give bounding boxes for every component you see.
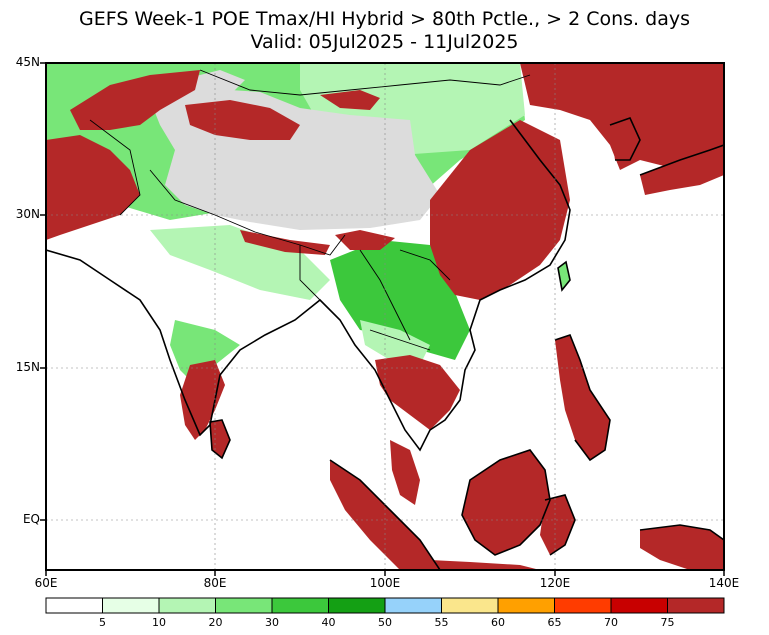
lon-label-100e: 100E (369, 576, 401, 590)
axis-ticks (40, 62, 725, 576)
colorbar-swatch (102, 597, 160, 614)
japan-hot (640, 145, 724, 195)
malay-hot (390, 440, 420, 505)
colorbar-swatch (271, 597, 329, 614)
myanmar-hot (335, 230, 395, 250)
colorbar-swatch (554, 597, 612, 614)
colorbar-swatch (667, 597, 725, 614)
colorbar-tick-label: 65 (547, 616, 562, 629)
borneo-hot (462, 450, 550, 555)
colorbar (45, 597, 725, 614)
colorbar-swatch (328, 597, 386, 614)
south-india-hot (180, 360, 225, 440)
colorbar-tick-label: 5 (99, 616, 106, 629)
philippines-hot (555, 335, 610, 460)
nepal-hot-strip (240, 230, 330, 255)
indochina-lightgreen (360, 320, 430, 365)
colorbar-swatch (45, 597, 103, 614)
colorbar-tick-label: 60 (491, 616, 505, 629)
java-hot (430, 560, 540, 570)
iran-hot (46, 135, 140, 240)
colorbar-swatch (441, 597, 499, 614)
colorbar-swatch (384, 597, 442, 614)
colorbar-tick-label: 70 (604, 616, 618, 629)
caspian-hot (70, 70, 200, 130)
valid-date: Valid: 05Jul2025 - 11Jul2025 (250, 31, 519, 53)
lat-label-30n: 30N (15, 207, 40, 221)
country-borders (89, 69, 531, 351)
colorbar-tick-label: 50 (378, 616, 392, 629)
india-green-east (170, 320, 240, 385)
new-guinea-hot (640, 525, 724, 570)
lon-label-80e: 80E (203, 576, 227, 590)
colorbar-tick-label: 55 (434, 616, 449, 629)
graticule (46, 63, 724, 570)
china-hot (430, 120, 570, 300)
map-title: GEFS Week-1 POE Tmax/HI Hybrid > 80th Pc… (79, 8, 690, 30)
lon-label-140e: 140E (708, 576, 740, 590)
colorbar-swatch (158, 597, 216, 614)
lat-label-eq: EQ (22, 512, 40, 526)
lat-label-45n: 45N (15, 55, 40, 69)
colorbar-tick-label: 75 (660, 616, 675, 629)
colorbar-swatch (497, 597, 555, 614)
korea-hot (610, 118, 640, 160)
india-green-north (150, 225, 330, 300)
colorbar-tick-label: 10 (152, 616, 166, 629)
colorbar-tick-label: 20 (208, 616, 223, 629)
ne-asia-hot (520, 63, 724, 170)
lon-label-60e: 60E (34, 576, 58, 590)
colorbar-swatch (215, 597, 273, 614)
colorbar-swatch (610, 597, 668, 614)
lat-label-15n: 15N (15, 360, 40, 374)
nw-china-hot (320, 90, 380, 110)
colorbar-tick-label: 40 (321, 616, 336, 629)
xinjiang-hot (185, 100, 300, 140)
coastlines (46, 117, 724, 570)
lon-label-120e: 120E (539, 576, 571, 590)
colorbar-tick-label: 30 (265, 616, 279, 629)
thailand-hot (375, 355, 460, 430)
